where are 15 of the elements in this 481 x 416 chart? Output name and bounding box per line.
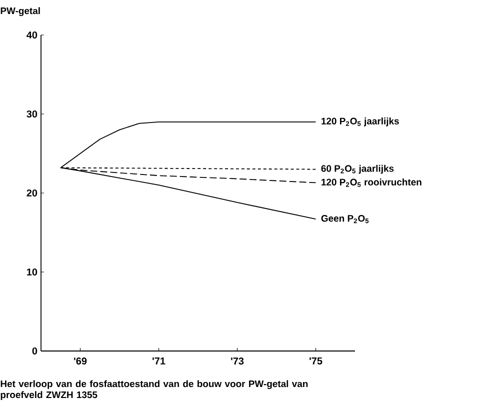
- series-label: 120 P$_{2}$O$_{5}$ jaarlijks: [322, 117, 399, 126]
- y-tick-label: 10: [27, 268, 38, 276]
- y-tick-label: 40: [26, 31, 38, 39]
- y-tick-label: 30: [26, 110, 38, 118]
- x-tick-label: '69: [74, 358, 87, 365]
- x-tick-label: '75: [310, 358, 322, 364]
- y-tick-label: 0: [32, 347, 38, 355]
- x-tick-label: '71: [152, 358, 166, 364]
- y-tick-label: 20: [26, 189, 38, 197]
- x-tick-label: '73: [231, 358, 244, 365]
- series-label: 120 P$_{2}$O$_{5}$ rooivruchten: [322, 178, 422, 187]
- text: Het verloop van de fosfaattoestand van de bouw voor PW-getal van proefveld ZWZH 1355: [0, 380, 308, 400]
- series-label: Geen P$_{2}$O$_{5}$: [321, 214, 369, 224]
- y-axis-title: PW-getal: [0, 7, 40, 16]
- series-label: 60 P$_{2}$O$_{5}$ jaarlijks: [321, 164, 394, 174]
